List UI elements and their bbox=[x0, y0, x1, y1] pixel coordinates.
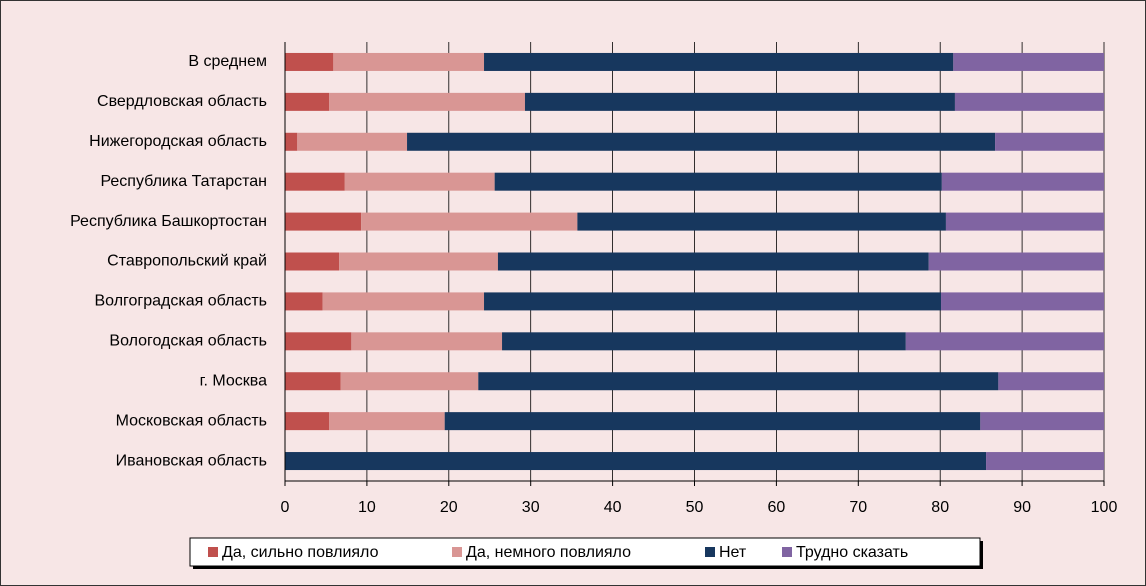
x-tick-label: 60 bbox=[768, 499, 786, 516]
x-tick-label: 70 bbox=[849, 499, 867, 516]
legend-label: Нет bbox=[719, 544, 747, 561]
bar-segment bbox=[340, 372, 479, 391]
bar-segment bbox=[928, 252, 1104, 271]
y-tick-label: В среднем bbox=[188, 53, 267, 70]
legend-swatch bbox=[208, 547, 218, 557]
x-tick-label: 10 bbox=[358, 499, 376, 516]
y-tick-label: Республика Татарстан bbox=[100, 173, 267, 190]
bar-segment bbox=[285, 252, 340, 271]
bar-segment bbox=[444, 412, 981, 431]
bar-segment bbox=[407, 132, 996, 151]
x-tick-label: 50 bbox=[686, 499, 704, 516]
y-tick-label: г. Москва bbox=[200, 372, 268, 389]
bar-segment bbox=[986, 452, 1104, 471]
bar-segment bbox=[953, 52, 1104, 71]
bar-segment bbox=[577, 212, 946, 231]
y-tick-label: Республика Башкортостан bbox=[70, 213, 267, 230]
bar-segment bbox=[998, 372, 1104, 391]
bar-segment bbox=[945, 212, 1104, 231]
x-tick-label: 90 bbox=[1013, 499, 1031, 516]
legend-label: Да, немного повлияло bbox=[466, 544, 631, 561]
bar-segment bbox=[905, 332, 1104, 351]
bar-segment bbox=[285, 412, 330, 431]
bar-segment bbox=[484, 52, 954, 71]
bar-segment bbox=[351, 332, 503, 351]
bar-segment bbox=[941, 172, 1104, 191]
bar-segment bbox=[285, 172, 345, 191]
legend-label: Трудно сказать bbox=[796, 544, 908, 561]
x-tick-label: 20 bbox=[440, 499, 458, 516]
bar-segment bbox=[980, 412, 1104, 431]
bar-segment bbox=[484, 292, 942, 311]
bar-segment bbox=[339, 252, 498, 271]
y-tick-label: Волгоградская область bbox=[94, 293, 267, 310]
bar-segment bbox=[285, 52, 334, 71]
bar-segment bbox=[524, 92, 955, 111]
x-tick-label: 80 bbox=[931, 499, 949, 516]
bar-segment bbox=[322, 292, 485, 311]
x-tick-label: 40 bbox=[604, 499, 622, 516]
bar-segment bbox=[285, 332, 352, 351]
bar-segment bbox=[361, 212, 578, 231]
bar-segment bbox=[497, 252, 929, 271]
bar-segment bbox=[329, 92, 525, 111]
bar-segment bbox=[285, 452, 987, 471]
legend-swatch bbox=[782, 547, 792, 557]
bar-segment bbox=[344, 172, 495, 191]
bar-segment bbox=[285, 92, 330, 111]
bar-segment bbox=[995, 132, 1104, 151]
bar-segment bbox=[941, 292, 1104, 311]
y-tick-label: Московская область bbox=[116, 412, 267, 429]
y-tick-label: Нижегородская область bbox=[89, 133, 267, 150]
x-tick-label: 0 bbox=[281, 499, 290, 516]
bar-segment bbox=[285, 212, 362, 231]
legend-box bbox=[189, 537, 981, 567]
x-tick-label: 30 bbox=[522, 499, 540, 516]
bar-segment bbox=[285, 292, 323, 311]
y-tick-label: Ивановская область bbox=[116, 452, 267, 469]
bar-segment bbox=[502, 332, 906, 351]
bar-segment bbox=[297, 132, 408, 151]
bar-segment bbox=[285, 132, 298, 151]
y-tick-label: Ставропольский край bbox=[107, 253, 267, 270]
legend-swatch bbox=[705, 547, 715, 557]
x-tick-label: 100 bbox=[1091, 499, 1118, 516]
legend-label: Да, сильно повлияло bbox=[222, 544, 379, 561]
bar-segment bbox=[494, 172, 942, 191]
y-tick-label: Свердловская область bbox=[97, 93, 267, 110]
bar-segment bbox=[333, 52, 485, 71]
bar-segment bbox=[285, 372, 341, 391]
legend-swatch bbox=[452, 547, 462, 557]
bar-segment bbox=[478, 372, 999, 391]
bar-segment bbox=[329, 412, 445, 431]
y-tick-label: Вологодская область bbox=[109, 333, 267, 350]
bar-segment bbox=[954, 92, 1104, 111]
